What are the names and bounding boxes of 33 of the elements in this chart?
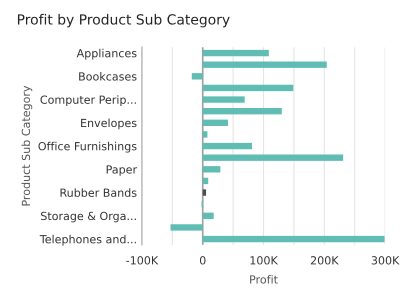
bar — [202, 236, 385, 242]
y-tick-label: Storage & Orga... — [41, 212, 136, 222]
bar — [202, 178, 208, 184]
bar — [202, 108, 282, 114]
bar — [202, 166, 220, 172]
bar — [202, 96, 245, 103]
chart-title: Profit by Product Sub Category — [18, 14, 230, 28]
bar — [202, 154, 344, 161]
bar — [202, 131, 208, 138]
y-tick-label: Rubber Bands — [60, 188, 137, 197]
bar — [202, 84, 294, 92]
bar — [202, 212, 214, 219]
x-axis-title: Profit — [250, 275, 278, 284]
bar — [202, 50, 269, 56]
y-tick-label: Appliances — [76, 48, 137, 60]
bar — [170, 224, 203, 231]
bar — [202, 189, 206, 196]
y-tick-label: Telephones and... — [40, 234, 136, 246]
x-tick-label: 200K — [310, 256, 339, 265]
bar — [202, 120, 228, 126]
y-tick-label: Bookcases — [79, 72, 137, 81]
x-tick-label: -100K — [126, 256, 158, 265]
y-tick-label: Paper — [106, 165, 138, 176]
y-tick-label: Envelopes — [81, 118, 137, 130]
bar — [192, 73, 203, 80]
bar — [202, 61, 327, 68]
x-tick-label: 300K — [372, 256, 400, 265]
y-tick-label: Office Furnishings — [38, 142, 137, 153]
y-tick-label: Computer Perip... — [40, 95, 136, 106]
bar — [202, 142, 252, 150]
y-axis-title: Product Sub Category — [22, 86, 32, 206]
x-tick-label: 100K — [250, 256, 278, 265]
x-tick-label: 0 — [200, 256, 206, 265]
